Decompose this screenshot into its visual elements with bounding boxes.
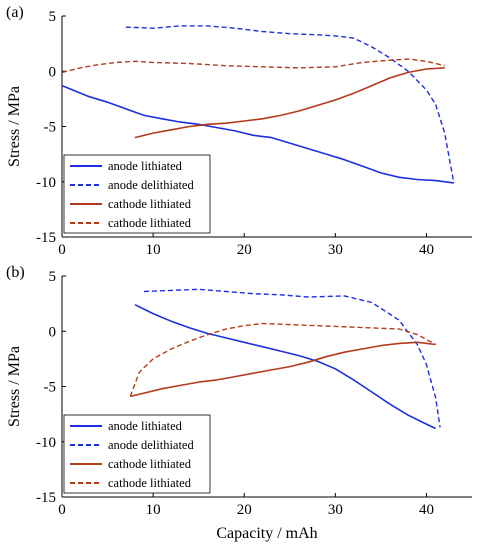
panel-label: (a) bbox=[6, 4, 24, 21]
x-tick-label: 0 bbox=[58, 502, 66, 518]
y-tick-label: 0 bbox=[49, 64, 57, 80]
x-tick-label: 30 bbox=[328, 502, 343, 518]
y-axis-label: Stress / MPa bbox=[6, 346, 23, 427]
legend-label: anode delithiated bbox=[108, 178, 194, 192]
x-tick-label: 0 bbox=[58, 242, 66, 258]
legend: anode lithiated anode delithiated cathode … bbox=[63, 414, 211, 494]
legend-label: anode lithiated bbox=[108, 419, 183, 433]
y-tick-label: -5 bbox=[44, 120, 57, 136]
legend: anode lithiated anode delithiated cathode … bbox=[63, 154, 211, 234]
x-tick-label: 20 bbox=[237, 502, 252, 518]
y-tick-label: 5 bbox=[49, 269, 57, 285]
legend-label: cathode lithiated bbox=[108, 216, 192, 230]
y-tick-label: 5 bbox=[49, 9, 57, 25]
x-axis-label: Capacity / mAh bbox=[216, 525, 317, 542]
series-line-1 bbox=[143, 288, 441, 428]
series-line-2 bbox=[130, 341, 436, 398]
legend-box bbox=[63, 414, 211, 494]
y-tick-label: -15 bbox=[36, 230, 56, 246]
series-line-2 bbox=[134, 67, 445, 139]
series-line-0 bbox=[61, 84, 454, 184]
y-tick-label: 0 bbox=[49, 324, 57, 340]
series-line-0 bbox=[134, 303, 436, 430]
legend-label: cathode lithiated bbox=[108, 476, 192, 490]
y-tick-label: -10 bbox=[36, 175, 56, 191]
legend-label: anode delithiated bbox=[108, 438, 194, 452]
legend-label: anode lithiated bbox=[108, 159, 183, 173]
x-tick-label: 10 bbox=[146, 242, 161, 258]
panel-label: (b) bbox=[6, 264, 25, 281]
legend-label: cathode lithiated bbox=[108, 457, 192, 471]
x-tick-label: 10 bbox=[146, 502, 161, 518]
y-axis-label: Stress / MPa bbox=[6, 86, 23, 167]
series-line-3 bbox=[129, 322, 436, 397]
x-tick-label: 40 bbox=[419, 502, 434, 518]
legend-box bbox=[63, 154, 211, 234]
y-tick-label: -15 bbox=[36, 490, 56, 506]
y-tick-label: -10 bbox=[36, 435, 56, 451]
x-tick-label: 30 bbox=[328, 242, 343, 258]
series-line-1 bbox=[125, 25, 455, 184]
legend-label: cathode lithiated bbox=[108, 197, 192, 211]
x-tick-label: 40 bbox=[419, 242, 434, 258]
x-tick-label: 20 bbox=[237, 242, 252, 258]
y-tick-label: -5 bbox=[44, 380, 57, 396]
series-line-3 bbox=[61, 58, 445, 74]
